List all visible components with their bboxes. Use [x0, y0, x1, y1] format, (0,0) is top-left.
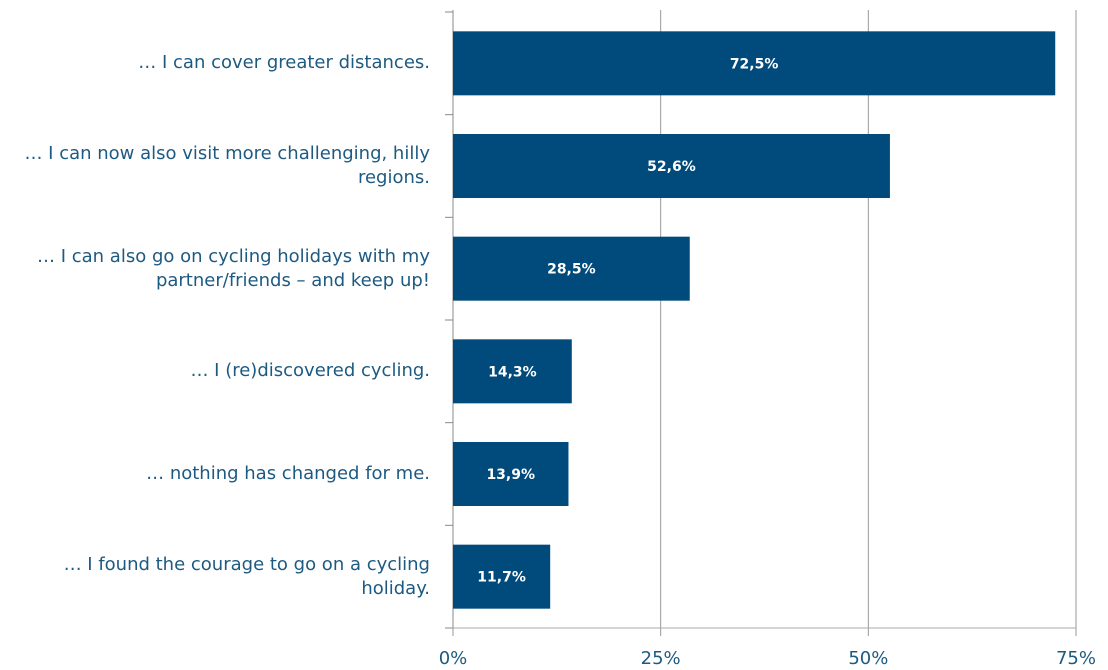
category-label: … I (re)discovered cycling. [190, 360, 430, 382]
bar [453, 236, 690, 301]
category-label: … I can now also visit more challenging,… [24, 142, 430, 188]
bar [453, 31, 1056, 96]
x-tick-label: 75% [1056, 648, 1096, 669]
category-label: … I can also go on cycling holidays with… [37, 245, 430, 291]
bar [453, 339, 572, 404]
data-label: 11,7% [477, 570, 526, 586]
data-label: 72,5% [730, 56, 779, 72]
data-label: 52,6% [647, 159, 696, 175]
data-label: 13,9% [486, 467, 535, 483]
bar [453, 134, 890, 198]
category-label: … I found the courage to go on a cycling… [63, 553, 430, 599]
category-label: … I can cover greater distances. [138, 52, 430, 74]
bar [453, 442, 569, 506]
x-tick-label: 0% [439, 648, 468, 669]
data-label: 28,5% [547, 262, 596, 278]
bar [453, 544, 551, 609]
x-tick-label: 50% [848, 648, 888, 669]
data-label: 14,3% [488, 364, 537, 380]
category-label: … nothing has changed for me. [146, 462, 430, 484]
x-tick-label: 25% [641, 648, 681, 669]
